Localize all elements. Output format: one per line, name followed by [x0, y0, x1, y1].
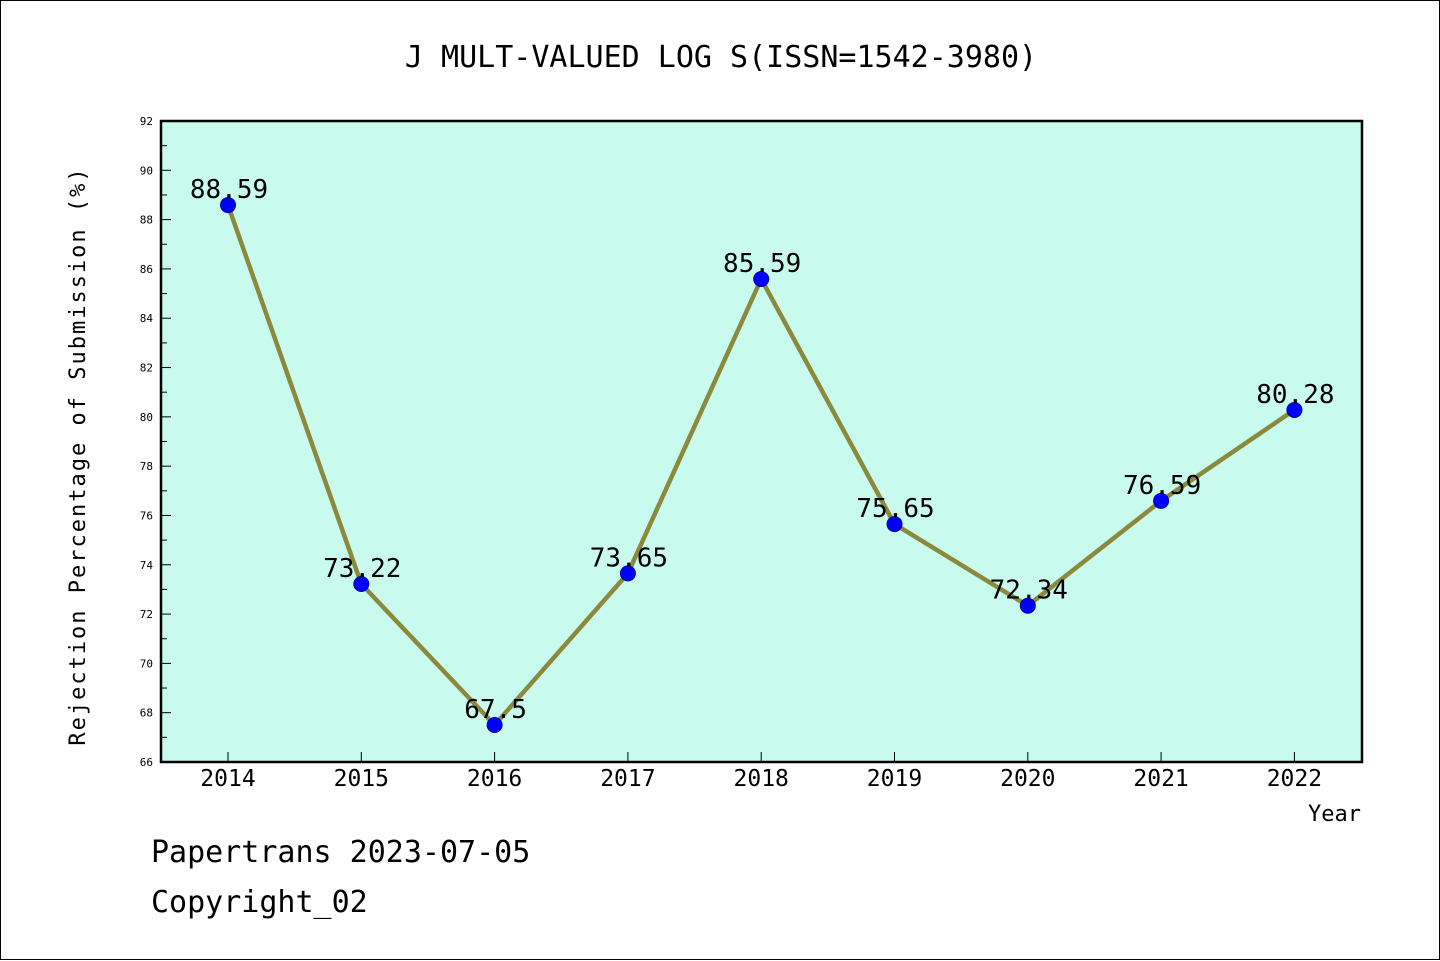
x-tick-label: 2020: [1000, 766, 1055, 792]
data-point-2016: [486, 717, 503, 734]
data-label-2015: 73.22: [323, 554, 401, 584]
y-tick-label: 70: [140, 657, 153, 670]
series-markers: [220, 197, 1303, 734]
x-tick-label: 2015: [334, 766, 389, 792]
data-label-2014: 88.59: [190, 175, 268, 205]
data-point-2015: [353, 575, 370, 592]
x-tick-label: 2017: [600, 766, 655, 792]
data-label-2017: 73.65: [590, 543, 668, 573]
y-tick-label: 80: [140, 411, 153, 424]
y-tick-label: 90: [140, 164, 153, 177]
x-tick-label: 2014: [200, 766, 255, 792]
y-tick-label: 72: [140, 608, 153, 621]
x-tick-label: 2016: [467, 766, 522, 792]
plot-area: [161, 121, 1362, 762]
data-point-2019: [886, 516, 903, 533]
x-tick-label: 2019: [867, 766, 922, 792]
y-tick-label: 68: [140, 707, 153, 720]
footer-date-text: Papertrans 2023-07-05: [151, 835, 531, 870]
x-axis-label: Year: [1308, 802, 1361, 827]
data-point-2018: [753, 271, 770, 288]
y-axis-label: Rejection Percentage of Submission (%): [66, 166, 91, 745]
x-tick-label: 2018: [734, 766, 789, 792]
y-tick-label: 76: [140, 509, 153, 522]
data-label-2021: 76.59: [1123, 471, 1201, 501]
y-tick-label: 92: [140, 115, 153, 128]
data-point-2017: [619, 565, 636, 582]
data-point-2021: [1153, 492, 1170, 509]
data-label-2019: 75.65: [856, 494, 934, 524]
plot-border: [159, 119, 1364, 764]
y-tick-label: 88: [140, 214, 153, 227]
data-label-2018: 85.59: [723, 249, 801, 279]
y-tick-label: 74: [140, 559, 154, 572]
data-point-2020: [1019, 597, 1036, 614]
y-tick-label: 86: [140, 263, 153, 276]
data-label-2016: 67.5: [464, 695, 527, 725]
data-point-2022: [1286, 401, 1303, 418]
y-tick-label: 78: [140, 460, 153, 473]
axis-ticks: 66 68 70 72 74 76 78 80 82 84 86 88 90 92 2014 2015 2016…: [140, 115, 1322, 792]
data-point-2014: [220, 197, 236, 214]
x-tick-label: 2022: [1267, 766, 1322, 792]
data-label-2020: 72.34: [990, 576, 1068, 606]
chart-title: J MULT-VALUED LOG S(ISSN=1542-3980): [405, 40, 1037, 75]
x-tick-label: 2021: [1133, 766, 1188, 792]
y-tick-label: 66: [140, 756, 153, 769]
data-label-2022: 80.28: [1256, 380, 1334, 410]
data-labels: 88.59 73.22 67.5 73.65 85.59 75.65 72.34 76.59 8…: [190, 175, 1335, 725]
footer-copyright-text: Copyright_02: [151, 885, 368, 920]
y-tick-label: 84: [140, 312, 154, 325]
y-tick-label: 82: [140, 362, 153, 375]
